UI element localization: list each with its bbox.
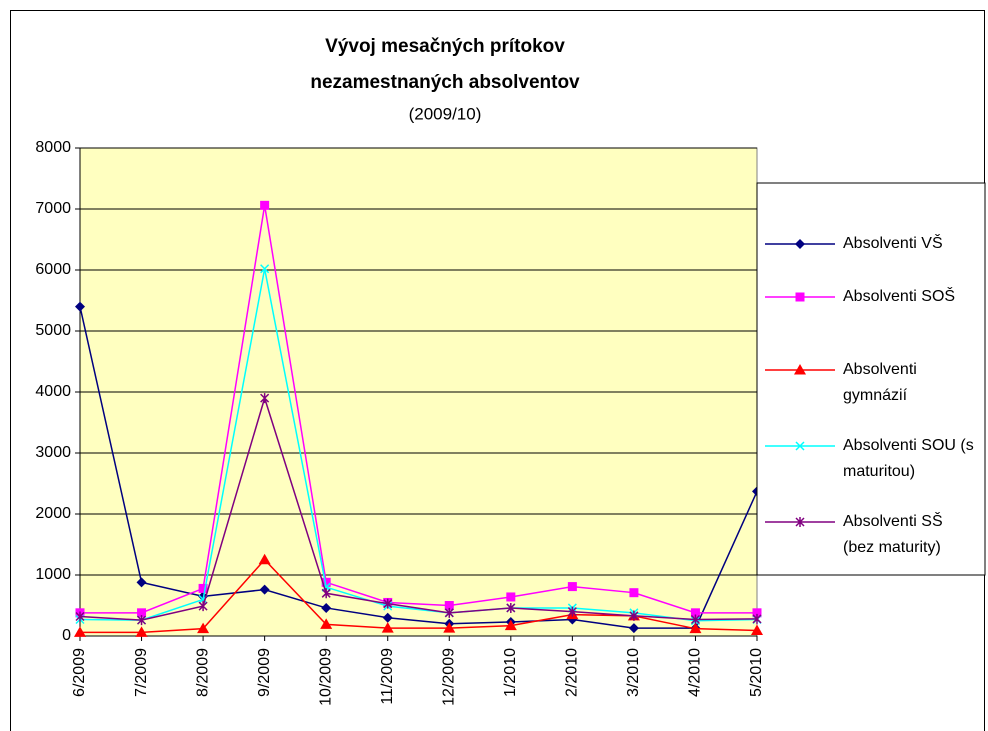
marker <box>629 610 639 621</box>
marker <box>321 577 331 587</box>
marker <box>260 264 270 274</box>
marker <box>259 584 270 595</box>
marker <box>381 622 394 633</box>
marker <box>690 614 700 625</box>
marker <box>75 611 85 622</box>
y-tick-label: 0 <box>62 627 71 644</box>
marker <box>506 602 516 613</box>
marker <box>258 553 271 565</box>
y-tick-label: 7000 <box>35 200 71 217</box>
chart-title: nezamestnaných absolventov <box>310 72 580 93</box>
y-tick-label: 2000 <box>35 505 71 522</box>
legend <box>756 182 986 576</box>
y-tick-label: 4000 <box>35 383 71 400</box>
series-line <box>80 205 757 614</box>
series-line <box>80 558 758 634</box>
marker <box>383 598 393 609</box>
marker <box>628 623 639 634</box>
marker <box>752 613 762 624</box>
marker <box>136 577 147 588</box>
marker <box>751 624 763 636</box>
x-tick-label: 4/2010 <box>687 648 704 697</box>
x-tick-label: 8/2009 <box>194 648 211 697</box>
y-tick-label: 6000 <box>35 261 71 278</box>
marker <box>197 622 210 634</box>
x-tick-label: 9/2009 <box>256 648 273 697</box>
y-tick-label: 3000 <box>35 444 71 461</box>
series-line <box>79 268 758 622</box>
marker <box>320 618 333 629</box>
x-tick-label: 5/2010 <box>748 648 765 697</box>
marker <box>795 441 805 451</box>
y-tick-label: 8000 <box>35 139 71 156</box>
marker <box>795 517 805 527</box>
legend-label: Absolventi SŠ (bez maturity) <box>843 511 943 556</box>
marker <box>506 592 516 602</box>
x-tick-label: 10/2009 <box>317 648 334 706</box>
series-line <box>79 395 758 621</box>
marker <box>567 606 577 617</box>
x-tick-label: 11/2009 <box>379 648 396 705</box>
marker <box>135 626 148 637</box>
marker <box>567 582 577 592</box>
marker <box>795 292 805 302</box>
marker <box>74 626 86 637</box>
marker <box>198 601 208 612</box>
legend-label: Absolventi gymnázií <box>843 361 917 404</box>
marker <box>504 619 517 631</box>
legend-label: Absolventi VŠ <box>843 233 943 252</box>
marker <box>260 200 270 210</box>
marker <box>321 588 331 599</box>
marker <box>321 602 332 613</box>
series-line <box>79 306 758 629</box>
x-tick-label: 6/2009 <box>71 648 88 697</box>
marker <box>752 608 762 618</box>
x-tick-label: 1/2010 <box>502 648 519 697</box>
marker <box>137 615 147 626</box>
marker <box>794 364 806 375</box>
x-tick-label: 12/2009 <box>440 648 457 706</box>
marker <box>629 588 639 598</box>
marker <box>198 583 208 593</box>
marker <box>690 608 700 618</box>
marker <box>75 301 85 312</box>
marker <box>382 612 393 623</box>
y-tick-label: 1000 <box>35 566 71 583</box>
marker <box>260 393 270 404</box>
chart-subtitle: (2009/10) <box>409 104 482 123</box>
marker <box>689 622 702 634</box>
x-tick-label: 2/2010 <box>564 648 581 697</box>
chart-title: Vývoj mesačných prítokov <box>325 36 565 57</box>
legend-label: Absolventi SOŠ <box>843 286 955 305</box>
marker <box>795 239 805 249</box>
marker <box>444 607 454 618</box>
marker <box>443 622 456 633</box>
x-tick-label: 3/2010 <box>625 648 642 697</box>
legend-label: Absolventi SOU (s maturitou) <box>843 437 974 480</box>
x-tick-label: 7/2009 <box>133 648 150 697</box>
marker <box>137 608 147 618</box>
y-tick-label: 5000 <box>35 322 71 339</box>
marker <box>444 601 454 610</box>
